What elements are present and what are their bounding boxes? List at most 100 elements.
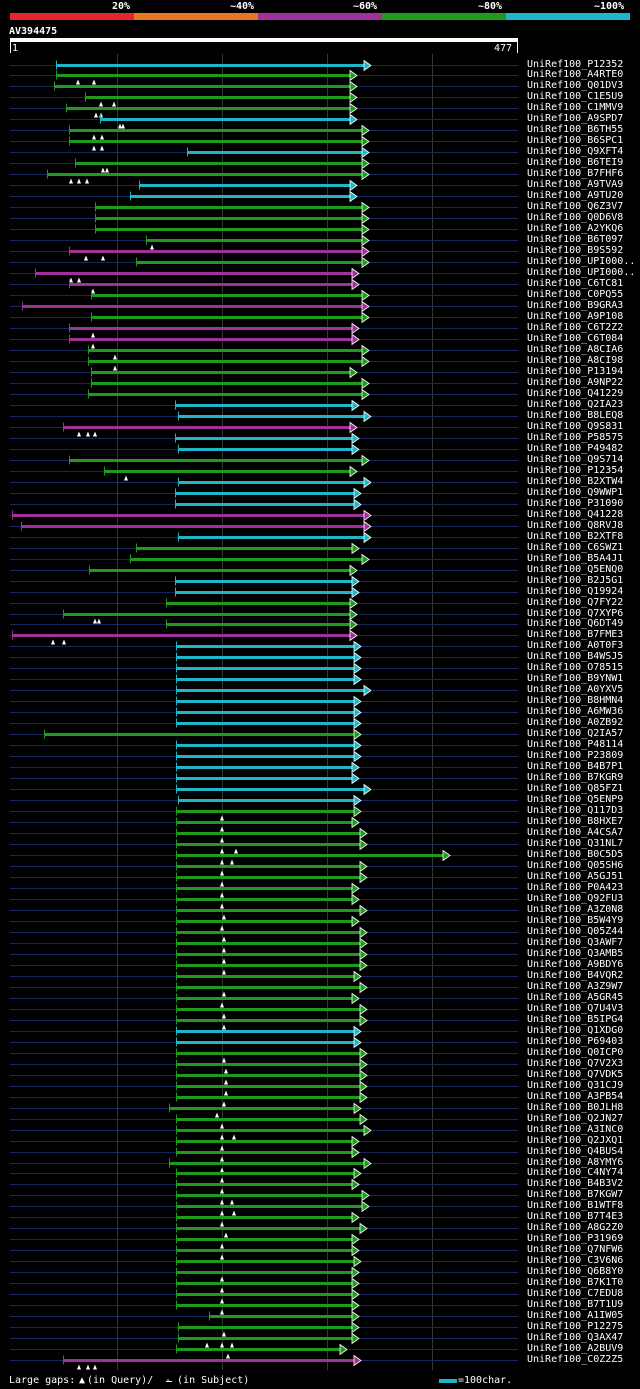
hit-label[interactable]: UniRef100_A8CI98	[527, 355, 624, 366]
hit-label[interactable]: UniRef100_Q05SH6	[527, 860, 624, 871]
hit-label[interactable]: UniRef100_B0C5D5	[527, 849, 624, 860]
hit-label[interactable]: UniRef100_B7FME3	[527, 629, 624, 640]
hit-label[interactable]: UniRef100_C3V6N6	[527, 1255, 624, 1266]
hit-label[interactable]: UniRef100_C6T2Z2	[527, 322, 624, 333]
hit-label[interactable]: UniRef100_Q19924	[527, 586, 624, 597]
hit-label[interactable]: UniRef100_A9P108	[527, 311, 624, 322]
hit-label[interactable]: UniRef100_A9TU20	[527, 190, 624, 201]
hit-label[interactable]: UniRef100_Q7XYP6	[527, 608, 624, 619]
hit-label[interactable]: UniRef100_B7KGR9	[527, 772, 624, 783]
hit-label[interactable]: UniRef100_A4RTE0	[527, 69, 624, 80]
hit-label[interactable]: UniRef100_Q7VDK5	[527, 1069, 624, 1080]
hit-label[interactable]: UniRef100_A0ZB92	[527, 717, 624, 728]
hit-label[interactable]: UniRef100_A5GR45	[527, 992, 624, 1003]
hit-label[interactable]: UniRef100_P49482	[527, 443, 624, 454]
hit-label[interactable]: UniRef100_Q9S714	[527, 454, 624, 465]
hit-label[interactable]: UniRef100_A5GJ51	[527, 871, 624, 882]
hit-label[interactable]: UniRef100_Q41228	[527, 509, 624, 520]
hit-label[interactable]: UniRef100_Q7FY22	[527, 597, 624, 608]
hit-label[interactable]: UniRef100_A8CIA6	[527, 344, 624, 355]
hit-label[interactable]: UniRef100_Q7U4V3	[527, 1003, 624, 1014]
hit-label[interactable]: UniRef100_A3INC0	[527, 1124, 624, 1135]
hit-label[interactable]: UniRef100_B2XTF8	[527, 531, 624, 542]
hit-label[interactable]: UniRef100_Q2JN27	[527, 1113, 624, 1124]
hit-label[interactable]: UniRef100_P12352	[527, 59, 624, 70]
hit-label[interactable]: UniRef100_C0Z2Z5	[527, 1354, 624, 1365]
hit-label[interactable]: UniRef100_B5IPG4	[527, 1014, 624, 1025]
hit-label[interactable]: UniRef100_B6T097	[527, 234, 624, 245]
hit-label[interactable]: UniRef100_B2XTW4	[527, 476, 624, 487]
hit-label[interactable]: UniRef100_P31969	[527, 1233, 624, 1244]
hit-label[interactable]: UniRef100_A3Z0N8	[527, 904, 624, 915]
hit-label[interactable]: UniRef100_Q2JXQ1	[527, 1135, 624, 1146]
hit-label[interactable]: UniRef100_A4CSA7	[527, 827, 624, 838]
hit-label[interactable]: UniRef100_A1IW05	[527, 1310, 624, 1321]
hit-label[interactable]: UniRef100_B4B3V2	[527, 1178, 624, 1189]
hit-label[interactable]: UniRef100_Q9XFT4	[527, 146, 624, 157]
hit-label[interactable]: UniRef100_P13194	[527, 366, 624, 377]
hit-label[interactable]: UniRef100_Q6B8Y0	[527, 1266, 624, 1277]
hit-label[interactable]: UniRef100_Q5ENP9	[527, 794, 624, 805]
hit-label[interactable]: UniRef100_A9SPD7	[527, 113, 624, 124]
hit-label[interactable]: UniRef100_B6TH55	[527, 124, 624, 135]
hit-label[interactable]: UniRef100_Q3AMB5	[527, 948, 624, 959]
hit-label[interactable]: UniRef100_C6TC81	[527, 278, 624, 289]
hit-label[interactable]: UniRef100_Q41229	[527, 388, 624, 399]
hit-label[interactable]: UniRef100_Q05Z44	[527, 926, 624, 937]
hit-label[interactable]: UniRef100_Q7NFW6	[527, 1244, 624, 1255]
hit-label[interactable]: UniRef100_O78515	[527, 662, 624, 673]
hit-label[interactable]: UniRef100_B6SPC1	[527, 135, 624, 146]
hit-label[interactable]: UniRef100_Q92FU3	[527, 893, 624, 904]
hit-label[interactable]: UniRef100_P69403	[527, 1036, 624, 1047]
hit-label[interactable]: UniRef100_Q4BUS4	[527, 1146, 624, 1157]
hit-label[interactable]: UniRef100_C6T084	[527, 333, 624, 344]
hit-label[interactable]: UniRef100_UPI000..	[527, 267, 636, 278]
hit-label[interactable]: UniRef100_Q5ENQ0	[527, 564, 624, 575]
hit-label[interactable]: UniRef100_Q6Z3V7	[527, 201, 624, 212]
hit-label[interactable]: UniRef100_B8HXE7	[527, 816, 624, 827]
hit-label[interactable]: UniRef100_B2J5G1	[527, 575, 624, 586]
hit-label[interactable]: UniRef100_Q9S831	[527, 421, 624, 432]
hit-label[interactable]: UniRef100_A8YMY6	[527, 1157, 624, 1168]
hit-label[interactable]: UniRef100_C6SWZ1	[527, 542, 624, 553]
hit-label[interactable]: UniRef100_Q9WWP1	[527, 487, 624, 498]
hit-label[interactable]: UniRef100_B9S592	[527, 245, 624, 256]
hit-label[interactable]: UniRef100_B7KGW7	[527, 1189, 624, 1200]
hit-label[interactable]: UniRef100_Q3AWF7	[527, 937, 624, 948]
hit-label[interactable]: UniRef100_Q8RVJ8	[527, 520, 624, 531]
hit-label[interactable]: UniRef100_A3Z9W7	[527, 981, 624, 992]
hit-label[interactable]: UniRef100_Q2IA57	[527, 728, 624, 739]
hit-label[interactable]: UniRef100_UPI000..	[527, 256, 636, 267]
hit-label[interactable]: UniRef100_C7EDU8	[527, 1288, 624, 1299]
hit-label[interactable]: UniRef100_C0PQ55	[527, 289, 624, 300]
hit-label[interactable]: UniRef100_Q31NL7	[527, 838, 624, 849]
hit-label[interactable]: UniRef100_B9YNW1	[527, 673, 624, 684]
hit-label[interactable]: UniRef100_C1E5U9	[527, 91, 624, 102]
hit-label[interactable]: UniRef100_B0JLH8	[527, 1102, 624, 1113]
hit-label[interactable]: UniRef100_B6TEI9	[527, 157, 624, 168]
hit-label[interactable]: UniRef100_P58575	[527, 432, 624, 443]
hit-label[interactable]: UniRef100_B4B7P1	[527, 761, 624, 772]
hit-label[interactable]: UniRef100_Q6DT49	[527, 618, 624, 629]
hit-label[interactable]: UniRef100_A3PB54	[527, 1091, 624, 1102]
hit-label[interactable]: UniRef100_A0YXV5	[527, 684, 624, 695]
hit-label[interactable]: UniRef100_B7FHF6	[527, 168, 624, 179]
hit-label[interactable]: UniRef100_Q31CJ9	[527, 1080, 624, 1091]
hit-label[interactable]: UniRef100_B4WSJ5	[527, 651, 624, 662]
hit-label[interactable]: UniRef100_C1MMV9	[527, 102, 624, 113]
hit-label[interactable]: UniRef100_B4VQR2	[527, 970, 624, 981]
hit-label[interactable]: UniRef100_A9NP22	[527, 377, 624, 388]
hit-label[interactable]: UniRef100_A9TVA9	[527, 179, 624, 190]
hit-label[interactable]: UniRef100_B8HMN4	[527, 695, 624, 706]
hit-label[interactable]: UniRef100_Q01DV3	[527, 80, 624, 91]
hit-label[interactable]: UniRef100_B5W4Y9	[527, 915, 624, 926]
hit-label[interactable]: UniRef100_B7K1T0	[527, 1277, 624, 1288]
hit-label[interactable]: UniRef100_Q3AX47	[527, 1332, 624, 1343]
hit-label[interactable]: UniRef100_P12354	[527, 465, 624, 476]
hit-label[interactable]: UniRef100_P31090	[527, 498, 624, 509]
hit-label[interactable]: UniRef100_B9GRA3	[527, 300, 624, 311]
hit-label[interactable]: UniRef100_A0T0F3	[527, 640, 624, 651]
hit-label[interactable]: UniRef100_P12275	[527, 1321, 624, 1332]
hit-label[interactable]: UniRef100_B5A4J1	[527, 553, 624, 564]
hit-label[interactable]: UniRef100_B7T1U9	[527, 1299, 624, 1310]
